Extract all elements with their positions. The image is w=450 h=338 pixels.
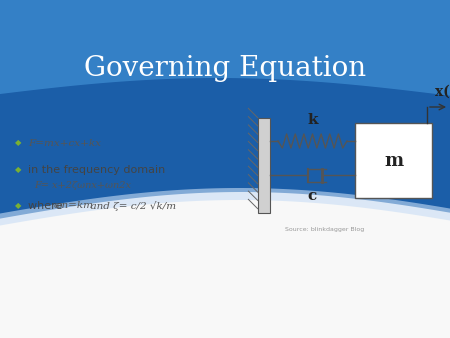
Text: ωn=km: ωn=km xyxy=(54,201,94,211)
Text: Source: blinkdagger Blog: Source: blinkdagger Blog xyxy=(285,227,364,233)
Text: m: m xyxy=(384,151,403,169)
Polygon shape xyxy=(0,0,450,96)
Text: x(t): x(t) xyxy=(435,85,450,99)
Text: in the frequency domain: in the frequency domain xyxy=(28,165,165,175)
Polygon shape xyxy=(0,188,450,225)
Text: ◆: ◆ xyxy=(15,139,22,147)
Text: F=mx+cx+kx: F=mx+cx+kx xyxy=(28,139,101,147)
Polygon shape xyxy=(0,0,450,225)
Text: and ζ= c/2 √k/m: and ζ= c/2 √k/m xyxy=(84,201,176,211)
Text: where: where xyxy=(28,201,66,211)
Bar xyxy=(355,123,432,198)
Text: Governing Equation: Governing Equation xyxy=(84,54,366,81)
Text: F= x+2ζωnx+ωn2x: F= x+2ζωnx+ωn2x xyxy=(34,180,131,190)
Text: ◆: ◆ xyxy=(15,201,22,211)
Polygon shape xyxy=(0,192,450,338)
Text: c: c xyxy=(308,189,317,203)
Text: ◆: ◆ xyxy=(15,166,22,174)
Text: k: k xyxy=(307,113,318,127)
Bar xyxy=(258,118,270,213)
